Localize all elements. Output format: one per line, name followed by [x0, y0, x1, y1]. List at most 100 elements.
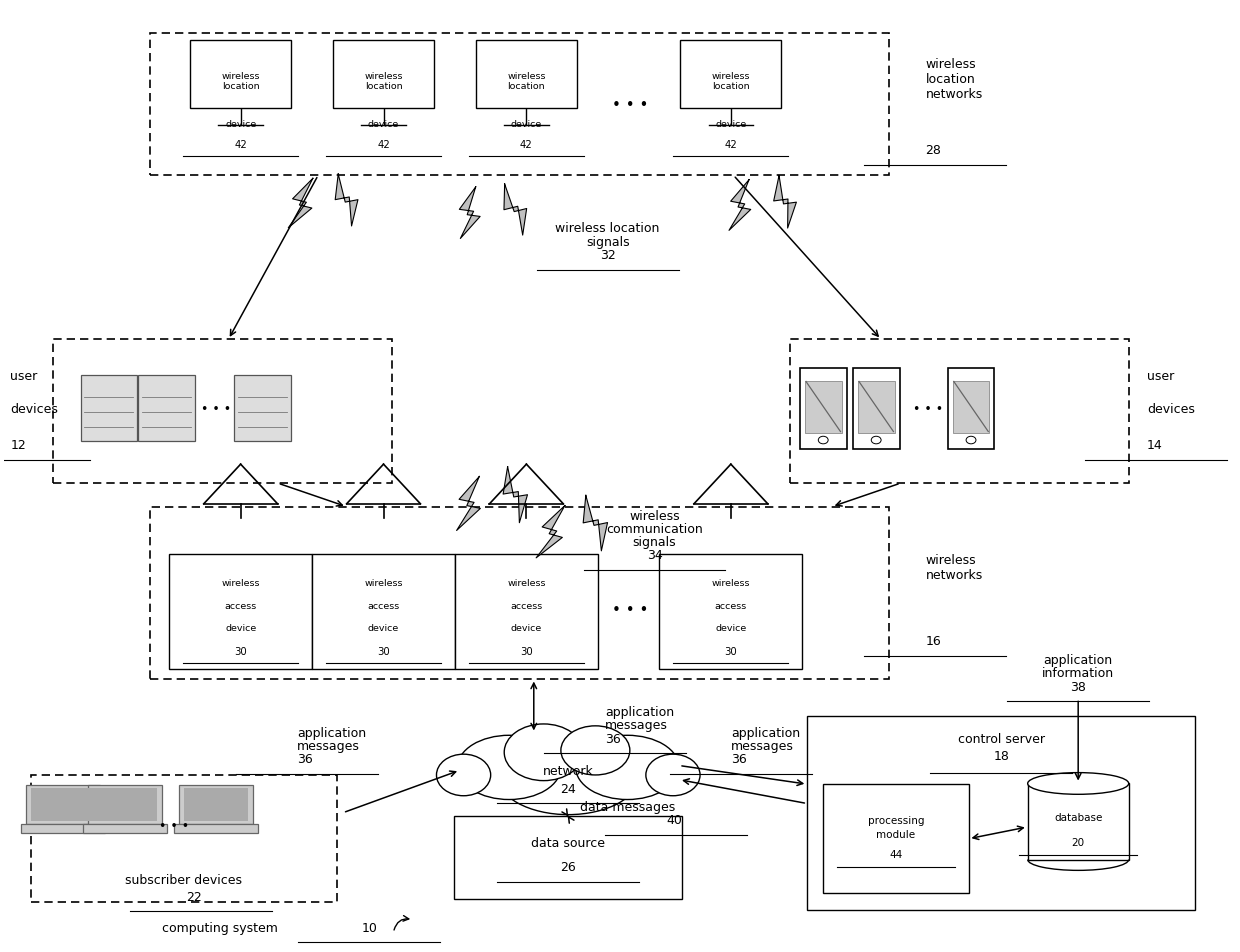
Text: data source: data source	[531, 836, 605, 848]
Polygon shape	[729, 181, 750, 231]
Text: wireless
location: wireless location	[507, 71, 546, 91]
Text: 12: 12	[10, 438, 26, 451]
Bar	[952, 382, 990, 434]
Text: 10: 10	[361, 921, 377, 934]
Bar	[21, 824, 105, 833]
Text: access: access	[511, 602, 543, 610]
Bar	[853, 368, 899, 449]
Text: devices: devices	[10, 403, 58, 415]
Bar	[234, 376, 291, 442]
Bar	[805, 382, 842, 434]
Text: 22: 22	[186, 890, 202, 902]
Bar	[947, 368, 994, 449]
Bar	[190, 41, 291, 109]
Polygon shape	[583, 496, 608, 551]
Bar	[150, 34, 889, 176]
Text: messages: messages	[298, 740, 360, 752]
Text: 36: 36	[605, 732, 621, 744]
Text: 36: 36	[730, 753, 746, 765]
Bar	[660, 554, 802, 669]
Text: 44: 44	[889, 849, 903, 859]
Text: wireless
networks: wireless networks	[925, 553, 983, 582]
Bar	[476, 41, 577, 109]
Text: access: access	[224, 602, 257, 610]
Ellipse shape	[458, 736, 560, 800]
Text: 42: 42	[234, 140, 247, 149]
Text: devices: devices	[1147, 403, 1195, 415]
Text: device: device	[511, 120, 542, 129]
Bar	[858, 382, 895, 434]
Text: • • •: • • •	[159, 820, 190, 833]
Polygon shape	[774, 176, 796, 228]
Text: communication: communication	[606, 523, 703, 535]
Circle shape	[818, 437, 828, 445]
Ellipse shape	[436, 754, 491, 796]
Text: • • •: • • •	[201, 403, 231, 415]
Text: wireless
location: wireless location	[365, 71, 403, 91]
Bar	[312, 554, 455, 669]
Bar	[93, 788, 156, 822]
Text: processing: processing	[868, 815, 924, 825]
Text: device: device	[368, 624, 399, 632]
Text: 36: 36	[298, 753, 312, 765]
Circle shape	[966, 437, 976, 445]
Text: 30: 30	[377, 646, 389, 656]
Circle shape	[872, 437, 882, 445]
Bar	[179, 785, 253, 824]
Bar	[454, 816, 682, 899]
Text: 32: 32	[600, 248, 615, 262]
Text: 30: 30	[520, 646, 533, 656]
Text: wireless: wireless	[507, 579, 546, 587]
Bar	[790, 340, 1128, 484]
Text: device: device	[715, 120, 746, 129]
Polygon shape	[503, 467, 527, 524]
Text: wireless location: wireless location	[556, 222, 660, 235]
Bar	[88, 785, 161, 824]
Polygon shape	[459, 188, 480, 239]
Bar	[81, 376, 138, 442]
Text: 30: 30	[234, 646, 247, 656]
Bar	[139, 376, 195, 442]
Text: device: device	[368, 120, 399, 129]
Bar	[807, 717, 1195, 910]
Polygon shape	[456, 477, 480, 531]
Bar	[26, 785, 100, 824]
Text: device: device	[224, 624, 257, 632]
Text: 20: 20	[1071, 837, 1085, 847]
Bar	[53, 340, 392, 484]
Text: 14: 14	[1147, 438, 1163, 451]
Text: signals: signals	[632, 536, 676, 548]
Ellipse shape	[505, 724, 583, 781]
Ellipse shape	[1028, 773, 1128, 795]
Text: 26: 26	[559, 861, 575, 873]
Bar	[169, 554, 312, 669]
Text: user: user	[1147, 369, 1174, 383]
Text: wireless: wireless	[365, 579, 403, 587]
Ellipse shape	[575, 736, 680, 800]
Text: 18: 18	[993, 748, 1009, 762]
Bar	[184, 788, 248, 822]
Text: 42: 42	[520, 140, 533, 149]
Text: 28: 28	[925, 144, 941, 157]
Bar	[455, 554, 598, 669]
Text: information: information	[1042, 666, 1115, 680]
Text: 42: 42	[724, 140, 738, 149]
Text: 38: 38	[1070, 680, 1086, 693]
Polygon shape	[503, 185, 527, 236]
Text: signals: signals	[585, 235, 630, 248]
Bar	[334, 41, 434, 109]
Text: 16: 16	[925, 635, 941, 647]
Text: device: device	[715, 624, 746, 632]
Text: network: network	[543, 764, 594, 777]
Bar	[681, 41, 781, 109]
Text: device: device	[224, 120, 257, 129]
Text: • • •: • • •	[611, 602, 649, 617]
Ellipse shape	[646, 754, 701, 796]
Polygon shape	[288, 179, 312, 228]
Text: wireless
location: wireless location	[222, 71, 260, 91]
Text: access: access	[367, 602, 399, 610]
Bar	[150, 507, 889, 679]
Text: application: application	[605, 705, 675, 719]
Text: wireless: wireless	[712, 579, 750, 587]
Text: wireless: wireless	[222, 579, 260, 587]
